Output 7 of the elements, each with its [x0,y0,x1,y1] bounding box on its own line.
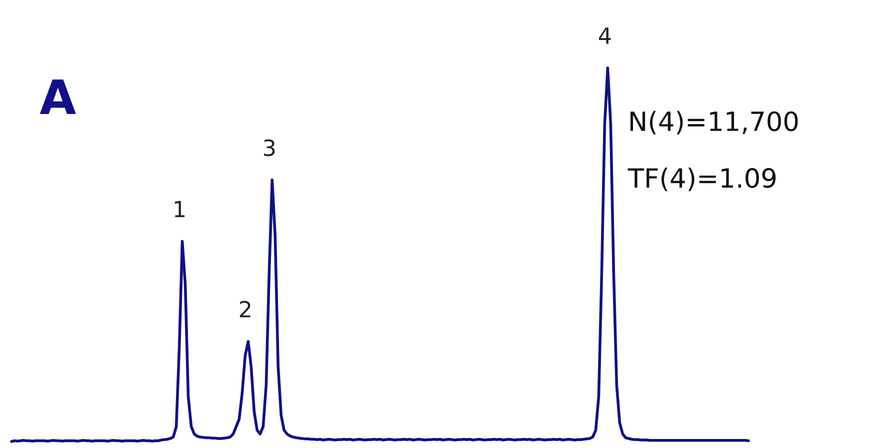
chart-title: A [40,80,76,114]
annotation: 1 [174,200,185,218]
annotation: 4 [598,28,611,44]
annotation: TF(4)=1.09 [628,168,776,192]
annotation: 3 [264,139,275,156]
annotation: 2 [240,300,250,318]
annotation: N(4)=11,700 [630,110,798,134]
